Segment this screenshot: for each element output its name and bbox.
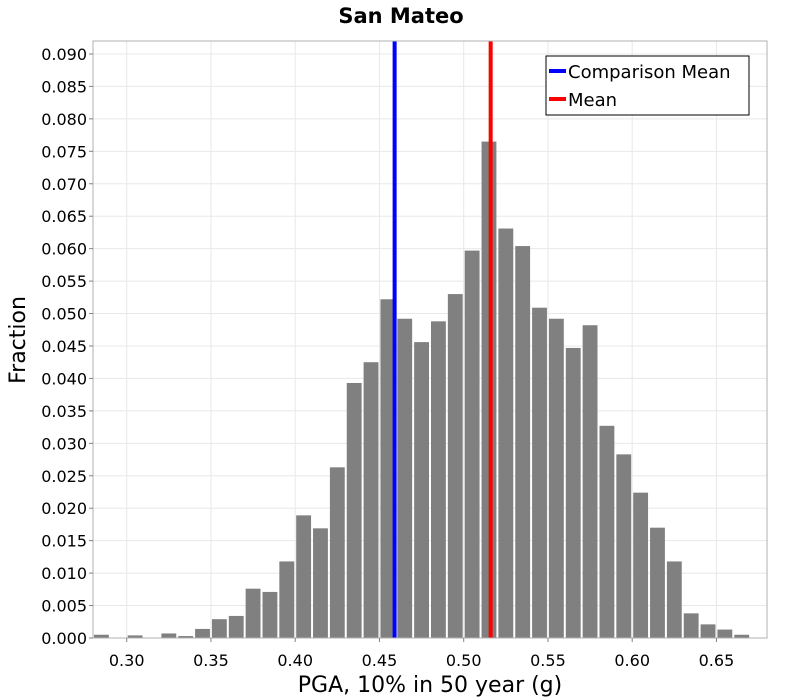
y-tick-label: 0.075 <box>41 142 87 161</box>
histogram-bar <box>346 382 362 638</box>
y-axis-ticks: 0.000 0.005 0.010 0.015 0.020 0.025 0.030 0.035… <box>41 45 93 648</box>
x-axis-ticks: 0.30 0.35 0.40 0.45 0.50 0.55 0.60 0.65 <box>109 638 734 670</box>
y-tick-label: 0.070 <box>41 175 87 194</box>
y-tick-label: 0.040 <box>41 369 87 388</box>
histogram-bar <box>650 527 665 638</box>
legend-comparison-mean-label: Comparison Mean <box>568 62 731 83</box>
histogram-bar <box>397 318 413 638</box>
grid <box>93 41 767 639</box>
x-tick-label: 0.40 <box>277 651 313 670</box>
y-tick-label: 0.005 <box>41 597 87 616</box>
histogram-bar <box>262 591 278 638</box>
y-tick-label: 0.000 <box>41 629 87 648</box>
legend: Comparison Mean Mean <box>545 55 750 116</box>
histogram-bar <box>700 624 716 638</box>
histogram-bar <box>414 342 429 638</box>
y-tick-label: 0.085 <box>41 77 87 96</box>
histogram-bar <box>582 325 598 638</box>
y-tick-label: 0.030 <box>41 434 87 453</box>
x-tick-label: 0.55 <box>530 651 566 670</box>
legend-box <box>545 55 750 116</box>
histogram-bar <box>633 492 649 638</box>
histogram-bar <box>683 613 699 638</box>
chart-title: San Mateo <box>338 4 463 28</box>
histogram-bar <box>94 634 109 638</box>
histogram-bar <box>616 454 632 638</box>
histogram-bar <box>296 515 312 638</box>
x-tick-label: 0.65 <box>699 651 735 670</box>
histogram-bar <box>127 635 143 638</box>
y-tick-label: 0.050 <box>41 305 87 324</box>
x-tick-label: 0.30 <box>109 651 145 670</box>
histogram-bar <box>195 628 210 638</box>
histogram-bar <box>666 561 682 638</box>
y-tick-label: 0.020 <box>41 499 87 518</box>
histogram-bar <box>515 246 531 638</box>
x-tick-label: 0.35 <box>193 651 229 670</box>
histogram-bar <box>717 629 733 638</box>
y-tick-label: 0.065 <box>41 207 87 226</box>
x-axis-label: PGA, 10% in 50 year (g) <box>298 673 562 698</box>
y-tick-label: 0.045 <box>41 337 87 356</box>
histogram-bar <box>279 561 295 638</box>
y-tick-label: 0.080 <box>41 110 87 129</box>
histogram-bar <box>548 318 564 638</box>
legend-mean-label: Mean <box>568 90 617 111</box>
y-tick-label: 0.010 <box>41 564 87 583</box>
y-tick-label: 0.015 <box>41 532 87 551</box>
histogram-bar <box>228 615 244 638</box>
histogram-bar <box>447 294 463 638</box>
histogram-bar <box>498 228 514 638</box>
histogram-bar <box>380 299 396 638</box>
histogram-bar <box>313 528 328 638</box>
histogram-bar <box>431 321 446 638</box>
x-tick-label: 0.60 <box>614 651 650 670</box>
histogram-bar <box>464 250 480 638</box>
histogram-bar <box>532 307 547 638</box>
y-tick-label: 0.035 <box>41 402 87 421</box>
y-tick-label: 0.055 <box>41 272 87 291</box>
plot-frame <box>92 40 768 639</box>
x-tick-label: 0.45 <box>362 651 398 670</box>
y-tick-label: 0.090 <box>41 45 87 64</box>
histogram-bar <box>565 347 581 638</box>
y-tick-label: 0.060 <box>41 240 87 259</box>
y-tick-label: 0.025 <box>41 467 87 486</box>
mean-lines <box>392 41 493 638</box>
histogram-bar <box>245 588 261 638</box>
histogram-bar <box>211 619 227 638</box>
histogram-bar <box>161 633 177 638</box>
y-axis-label: Fraction <box>6 296 31 384</box>
histogram-bar <box>329 467 345 638</box>
histogram-bar <box>599 425 615 638</box>
histogram-bar <box>734 634 750 638</box>
histogram-bar <box>363 362 379 638</box>
x-tick-label: 0.50 <box>446 651 482 670</box>
histogram-bars <box>94 141 750 638</box>
histogram-bar <box>178 636 194 638</box>
